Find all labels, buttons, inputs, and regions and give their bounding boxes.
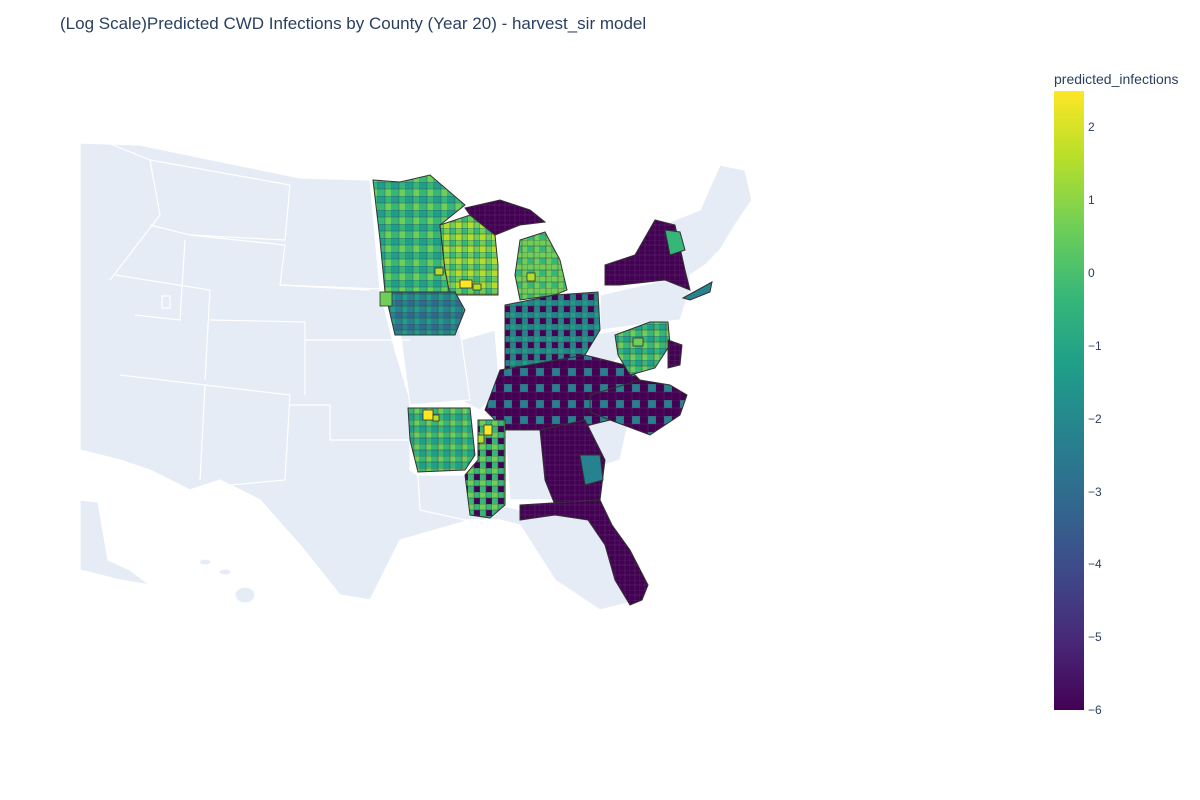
state-mississippi[interactable] xyxy=(464,419,506,519)
state-pacific-coast[interactable] xyxy=(79,499,151,586)
hotspot-ar-1[interactable] xyxy=(422,409,434,421)
state-borders xyxy=(107,142,410,501)
hotspot-mn-2[interactable] xyxy=(379,291,393,307)
state-arkansas[interactable] xyxy=(407,407,476,473)
colorbar-tick: −1 xyxy=(1088,338,1102,353)
island-3[interactable] xyxy=(198,558,212,566)
state-virginia[interactable] xyxy=(614,321,671,376)
state-north-carolina[interactable] xyxy=(589,379,688,436)
hotspot-ms-2[interactable] xyxy=(477,434,485,444)
state-new-york-east[interactable] xyxy=(664,229,686,256)
state-michigan-up[interactable] xyxy=(464,199,547,236)
colorbar-title: predicted_infections xyxy=(1054,71,1179,87)
state-pennsylvania[interactable] xyxy=(599,279,691,331)
colorbar-tick: 1 xyxy=(1088,193,1095,208)
colorbar-tick: −3 xyxy=(1088,484,1102,499)
state-long-island[interactable] xyxy=(681,281,713,301)
hotspot-ms-1[interactable] xyxy=(483,424,493,436)
colorbar-tick: 0 xyxy=(1088,266,1095,281)
island-2[interactable] xyxy=(234,586,256,604)
hotspot-mn-1[interactable] xyxy=(434,267,444,276)
hotspot-mi-1[interactable] xyxy=(526,272,536,282)
state-delmarva[interactable] xyxy=(667,339,683,369)
hotspot-wi-1[interactable] xyxy=(459,279,473,289)
colorbar-tick: −4 xyxy=(1088,557,1102,572)
hotspots xyxy=(379,267,644,444)
colorbar-tick: −6 xyxy=(1088,703,1102,717)
hotspot-ar-2[interactable] xyxy=(432,414,440,422)
hotspot-va-1[interactable] xyxy=(632,337,644,347)
island-1[interactable] xyxy=(161,295,171,309)
state-missouri[interactable] xyxy=(399,329,471,406)
chart-title: (Log Scale)Predicted CWD Infections by C… xyxy=(60,14,647,33)
state-georgia-hotspot[interactable] xyxy=(579,454,604,486)
hotspot-wi-2[interactable] xyxy=(472,283,482,291)
colorbar-tick: −2 xyxy=(1088,411,1102,426)
colorbar-tick: −5 xyxy=(1088,630,1102,645)
state-west[interactable] xyxy=(79,142,641,611)
state-iowa[interactable] xyxy=(384,291,466,336)
county-states xyxy=(372,174,713,606)
choropleth-map[interactable] xyxy=(0,0,1040,800)
colorbar-gradient xyxy=(1054,91,1084,710)
colorbar-tick: 2 xyxy=(1088,120,1095,135)
state-florida[interactable] xyxy=(519,499,649,606)
state-michigan-lp[interactable] xyxy=(514,231,568,301)
island-4[interactable] xyxy=(218,568,232,576)
